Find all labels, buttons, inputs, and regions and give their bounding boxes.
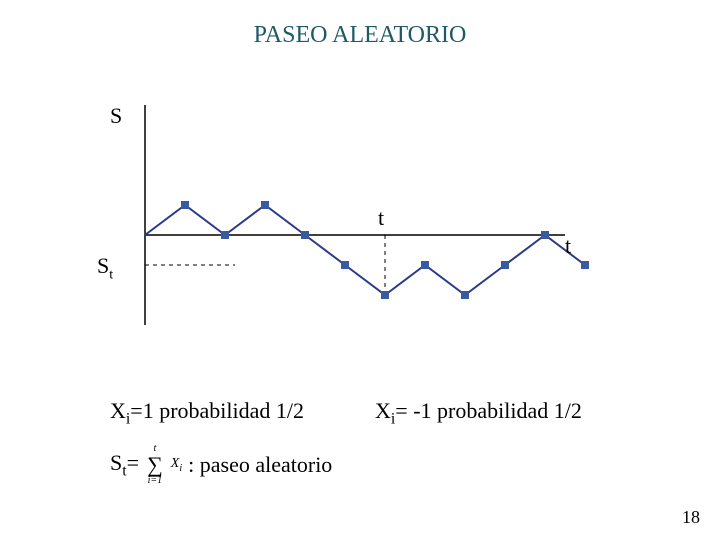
axis-label-t-axis: t bbox=[565, 233, 571, 259]
sum-eq: = bbox=[127, 450, 139, 475]
page-title: PASEO ALEATORIO bbox=[0, 22, 720, 49]
sum-lhs: St= bbox=[110, 450, 139, 480]
axis-label-t-marker: t bbox=[378, 205, 384, 231]
sigma-glyph: ∑ bbox=[147, 454, 163, 476]
sigma-icon: t ∑ i=1 bbox=[147, 444, 163, 486]
summand-sub: i bbox=[179, 463, 182, 474]
xim-var: X bbox=[375, 398, 391, 423]
st-var: S bbox=[97, 253, 109, 278]
page-number: 18 bbox=[682, 507, 700, 528]
xim-rhs: = -1 probabilidad 1/2 bbox=[395, 398, 582, 423]
eq-xi-plus: Xi=1 probabilidad 1/2 bbox=[110, 398, 304, 428]
chart-svg bbox=[125, 105, 595, 335]
eq-sum-definition: St= t ∑ i=1 Xi : paseo aleatorio bbox=[110, 444, 332, 486]
axis-label-s: S bbox=[110, 103, 122, 129]
xi-rhs: =1 probabilidad 1/2 bbox=[130, 398, 304, 423]
sum-lhs-var: S bbox=[110, 450, 122, 475]
st-sub: t bbox=[109, 267, 113, 282]
sum-lower: i=1 bbox=[148, 476, 163, 486]
xi-var: X bbox=[110, 398, 126, 423]
slide-page: PASEO ALEATORIO S t t St Xi=1 probabilid… bbox=[0, 0, 720, 540]
eq-xi-minus: Xi= -1 probabilidad 1/2 bbox=[375, 398, 582, 428]
sum-tail: : paseo aleatorio bbox=[188, 452, 332, 478]
axis-label-st: St bbox=[97, 253, 113, 283]
random-walk-chart: S t t St bbox=[125, 105, 565, 345]
sum-summand: Xi bbox=[171, 456, 182, 474]
